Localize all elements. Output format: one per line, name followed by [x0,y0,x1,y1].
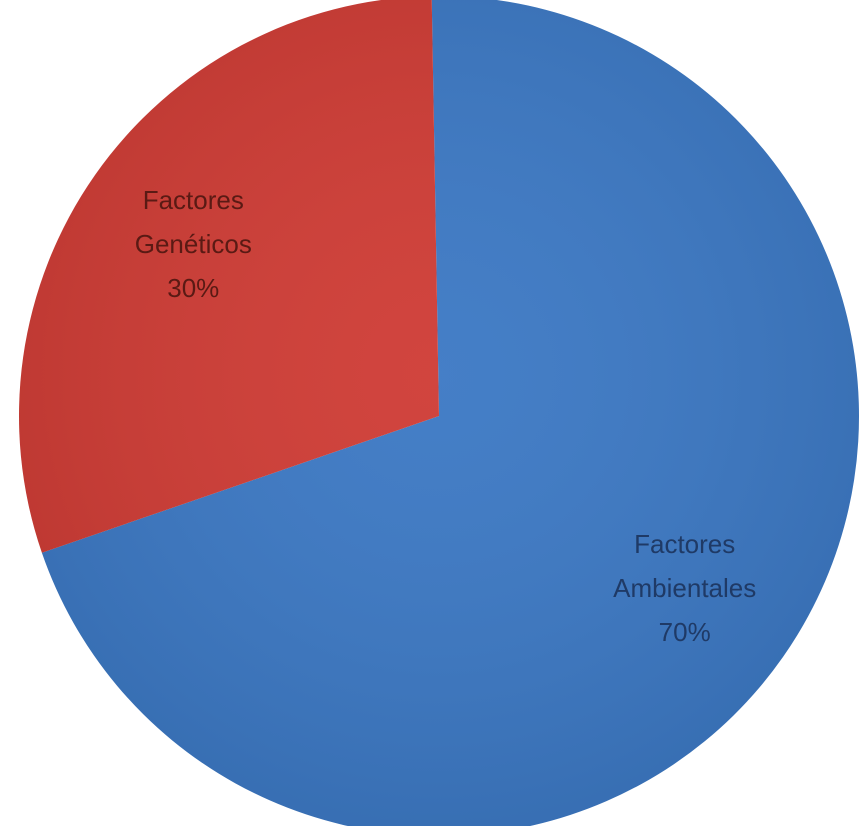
slice-label-0-line-2: 70% [659,617,711,647]
slice-label-1-line-1: Genéticos [135,229,252,259]
pie-slices [19,0,859,826]
slice-label-0-line-0: Factores [634,529,735,559]
slice-label-1-line-0: Factores [143,185,244,215]
slice-label-0: Factores Ambientales 70% [613,529,756,647]
pie-labels: Factores Ambientales 70% Factores Genéticos 3… [135,185,756,647]
slice-label-0-line-1: Ambientales [613,573,756,603]
slice-label-1: Factores Genéticos 30% [135,185,252,303]
slice-label-1-line-2: 30% [167,273,219,303]
